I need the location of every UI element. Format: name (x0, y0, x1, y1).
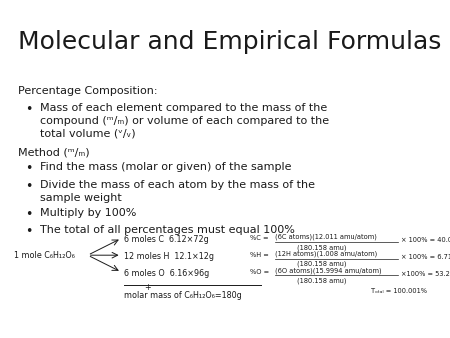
Text: Method (ᵐ/ₘ): Method (ᵐ/ₘ) (18, 147, 90, 157)
Text: × 100% = 6.714%: × 100% = 6.714% (400, 254, 450, 260)
Text: •: • (25, 208, 32, 221)
Text: ×100% = 53.2846%: ×100% = 53.2846% (400, 271, 450, 277)
Text: 6 moles C  6.12×72g: 6 moles C 6.12×72g (124, 235, 208, 244)
Text: The total of all percentages must equal 100%: The total of all percentages must equal … (40, 225, 295, 235)
Text: × 100% = 40.002%: × 100% = 40.002% (400, 237, 450, 243)
Text: (180.158 amu): (180.158 amu) (297, 278, 346, 284)
Text: (6O atoms)(15.9994 amu/atom): (6O atoms)(15.9994 amu/atom) (274, 268, 381, 274)
Text: Multiply by 100%: Multiply by 100% (40, 208, 137, 218)
Text: 1 mole C₆H₁₂O₆: 1 mole C₆H₁₂O₆ (14, 251, 74, 260)
Text: Tₒₜₐₗ = 100.001%: Tₒₜₐₗ = 100.001% (371, 288, 427, 294)
Text: %C =: %C = (250, 235, 268, 241)
Text: Find the mass (molar or given) of the sample: Find the mass (molar or given) of the sa… (40, 162, 292, 172)
Text: Divide the mass of each atom by the mass of the
sample weight: Divide the mass of each atom by the mass… (40, 180, 315, 202)
Text: 12 moles H  12.1×12g: 12 moles H 12.1×12g (124, 252, 214, 261)
Text: Molecular and Empirical Formulas: Molecular and Empirical Formulas (18, 30, 441, 54)
Text: 6 moles O  6.16×96g: 6 moles O 6.16×96g (124, 269, 209, 278)
Text: (180.158 amu): (180.158 amu) (297, 261, 346, 267)
Text: molar mass of C₆H₁₂O₆=180g: molar mass of C₆H₁₂O₆=180g (124, 291, 242, 300)
Text: Percentage Composition:: Percentage Composition: (18, 86, 158, 96)
Text: %H =: %H = (250, 252, 269, 258)
Text: (180.158 amu): (180.158 amu) (297, 244, 346, 250)
Text: •: • (25, 162, 32, 174)
Text: Mass of each element compared to the mass of the
compound (ᵐ/ₘ) or volume of eac: Mass of each element compared to the mas… (40, 103, 329, 139)
Text: (6C atoms)(12.011 amu/atom): (6C atoms)(12.011 amu/atom) (274, 234, 376, 240)
Text: •: • (25, 225, 32, 238)
Text: (12H atoms)(1.008 amu/atom): (12H atoms)(1.008 amu/atom) (274, 251, 377, 257)
Text: %O =: %O = (250, 269, 269, 275)
Text: •: • (25, 180, 32, 193)
Text: +: + (144, 283, 151, 292)
Text: •: • (25, 103, 32, 116)
